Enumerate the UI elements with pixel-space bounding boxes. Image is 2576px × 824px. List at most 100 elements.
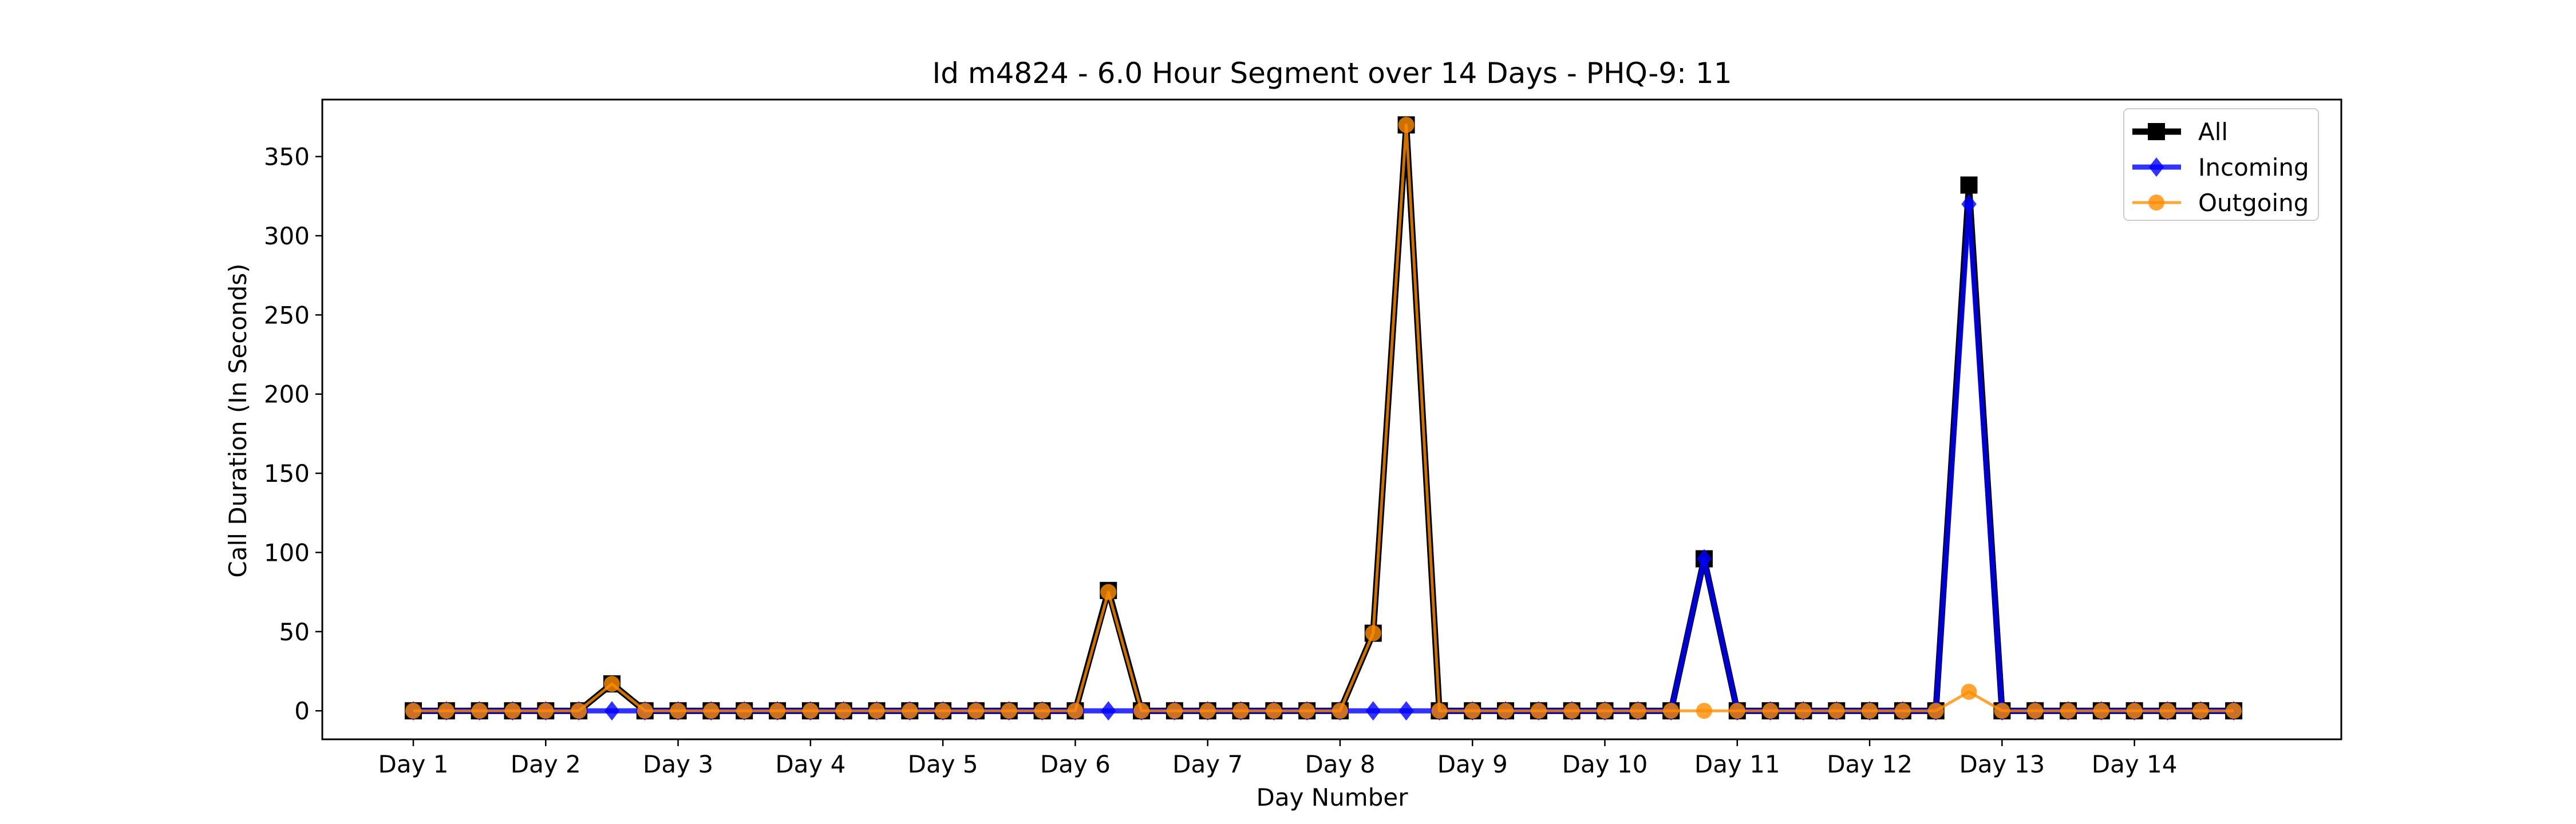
outgoing-data-point (1862, 703, 1878, 719)
outgoing-data-point (1332, 703, 1348, 719)
outgoing-data-point (1299, 703, 1315, 719)
outgoing-data-point (1795, 703, 1812, 719)
outgoing-data-point (2060, 703, 2076, 719)
x-tick-label: Day 13 (1959, 750, 2045, 778)
outgoing-data-point (670, 703, 686, 719)
axes-group: 0 50 100 150 200 250 300 350 Day 1 Day 2 Day 3 Day … (264, 98, 2342, 778)
outgoing-data-point (2126, 703, 2143, 719)
outgoing-data-point (1663, 703, 1680, 719)
legend-label-outgoing: Outgoing (2198, 189, 2309, 217)
y-axis-label: Call Duration (In Seconds) (224, 263, 252, 577)
outgoing-data-point (471, 703, 488, 719)
incoming-data-point (1398, 701, 1414, 721)
outgoing-data-point (1266, 703, 1282, 719)
chart-title: Id m4824 - 6.0 Hour Segment over 14 Days… (932, 57, 1732, 90)
series-group (405, 116, 2243, 721)
outgoing-series-line (413, 123, 2234, 712)
outgoing-data-point (1199, 703, 1216, 719)
outgoing-data-point (637, 703, 653, 719)
outgoing-data-point (1894, 703, 1911, 719)
x-tick-label: Day 12 (1827, 750, 1913, 778)
legend-marker-outgoing (2148, 195, 2164, 211)
x-tick-label: Day 1 (378, 750, 448, 778)
x-tick-label: Day 4 (775, 750, 846, 778)
outgoing-data-point (1762, 703, 1779, 719)
y-tick-label: 250 (264, 301, 310, 329)
outgoing-data-point (1232, 703, 1249, 719)
outgoing-data-point (967, 703, 984, 719)
outgoing-data-point (2226, 703, 2242, 719)
y-tick-label: 300 (264, 222, 310, 250)
x-axis-label: Day Number (1256, 783, 1408, 811)
outgoing-data-point (1994, 703, 2010, 719)
outgoing-data-point (1365, 625, 1381, 641)
incoming-series (405, 194, 2242, 721)
outgoing-data-point (1530, 703, 1547, 719)
outgoing-data-point (538, 703, 554, 719)
outgoing-data-point (504, 703, 521, 719)
y-tick-label: 150 (264, 459, 310, 488)
outgoing-data-point (1398, 117, 1415, 133)
incoming-data-point (604, 701, 620, 721)
outgoing-data-point (703, 703, 720, 719)
legend: All Incoming Outgoing (2123, 108, 2319, 221)
outgoing-data-point (1100, 584, 1117, 600)
outgoing-data-point (1498, 703, 1514, 719)
x-tick-label: Day 6 (1040, 750, 1111, 778)
x-tick-label: Day 8 (1305, 750, 1375, 778)
outgoing-data-point (438, 703, 455, 719)
outgoing-data-point (1133, 703, 1150, 719)
incoming-data-point (1100, 701, 1116, 721)
y-tick-label: 0 (294, 697, 310, 725)
outgoing-data-point (1464, 703, 1481, 719)
legend-box (2123, 108, 2319, 221)
legend-marker-incoming (2148, 157, 2164, 177)
outgoing-data-point (405, 703, 422, 719)
y-tick-label: 100 (264, 538, 310, 566)
outgoing-data-point (2027, 703, 2044, 719)
x-tick-label: Day 2 (511, 750, 581, 778)
outgoing-data-point (1001, 703, 1017, 719)
outgoing-data-point (1597, 703, 1613, 719)
outgoing-data-point (1431, 703, 1448, 719)
outgoing-data-point (571, 703, 587, 719)
incoming-data-point (1961, 194, 1977, 214)
outgoing-data-point (2192, 703, 2209, 719)
outgoing-data-point (1630, 703, 1646, 719)
outgoing-data-point (902, 703, 918, 719)
incoming-data-point (1365, 701, 1381, 721)
plot-frame (321, 98, 2342, 740)
legend-label-all: All (2198, 118, 2228, 146)
outgoing-data-point (1828, 703, 1845, 719)
outgoing-data-point (1729, 703, 1745, 719)
outgoing-data-point (603, 676, 620, 692)
x-tick-label: Day 14 (2092, 750, 2178, 778)
x-tick-label: Day 5 (908, 750, 978, 778)
outgoing-data-point (2159, 703, 2176, 719)
outgoing-data-point (935, 703, 951, 719)
outgoing-data-point (2093, 703, 2109, 719)
incoming-data-point (1696, 549, 1712, 569)
outgoing-data-point (736, 703, 753, 719)
outgoing-data-point (769, 703, 786, 719)
outgoing-data-point (1927, 703, 1944, 719)
outgoing-data-point (1696, 703, 1712, 719)
all-series-line (413, 121, 2234, 714)
y-tick-label: 50 (279, 618, 310, 646)
x-tick-label: Day 11 (1694, 750, 1780, 778)
outgoing-data-point (835, 703, 852, 719)
outgoing-data-point (802, 703, 819, 719)
y-tick-label: 350 (264, 143, 310, 171)
outgoing-data-point (1961, 683, 1977, 700)
y-tick-label: 200 (264, 381, 310, 409)
outgoing-data-point (1034, 703, 1050, 719)
x-tick-label: Day 3 (643, 750, 713, 778)
legend-marker-all (2148, 123, 2165, 140)
all-data-point (1960, 176, 1978, 194)
legend-label-incoming: Incoming (2198, 153, 2309, 181)
outgoing-data-point (868, 703, 885, 719)
outgoing-data-point (1563, 703, 1580, 719)
outgoing-data-point (1166, 703, 1183, 719)
